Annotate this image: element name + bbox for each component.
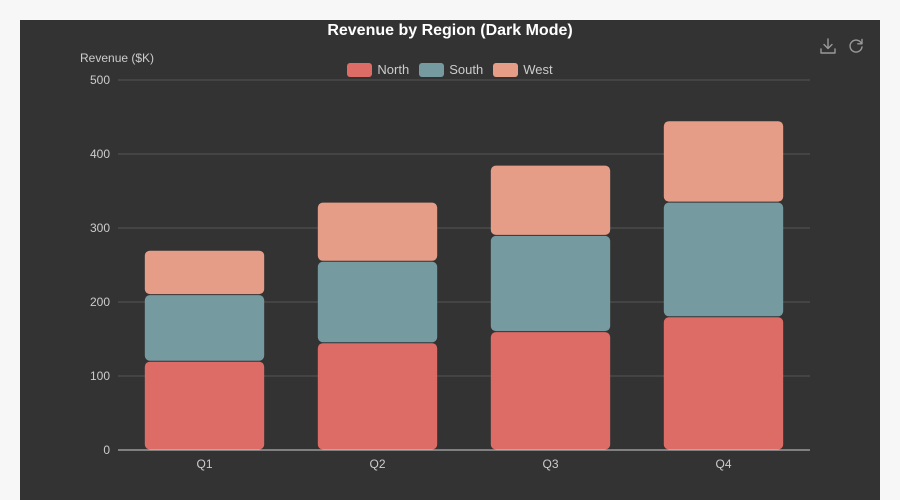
x-tick-label: Q3: [542, 457, 558, 471]
legend-label: North: [377, 62, 410, 77]
bar-west-q1[interactable]: [144, 250, 265, 295]
x-tick-label: Q1: [196, 457, 212, 471]
refresh-button[interactable]: [846, 36, 866, 56]
chart-panel: Revenue by Region (Dark Mode) North South…: [20, 20, 880, 500]
y-tick-label: 300: [90, 221, 110, 235]
chart-plot: Revenue ($K) 0 100 200 300 400 500 Q1 Q2 Q3 Q4: [80, 51, 810, 471]
y-tick-label: 500: [90, 73, 110, 87]
bar-west-q4[interactable]: [663, 121, 784, 202]
chart-legend: North South West: [20, 62, 880, 77]
legend-swatch: [419, 62, 445, 77]
x-tick-label: Q4: [715, 457, 731, 471]
x-tick-label: Q2: [369, 457, 385, 471]
y-axis-title: Revenue ($K): [80, 51, 154, 65]
legend-swatch: [347, 62, 373, 77]
bar-south-q4[interactable]: [663, 202, 784, 317]
bar-north-q1[interactable]: [144, 361, 265, 450]
legend-swatch: [493, 62, 519, 77]
bar-north-q4[interactable]: [663, 317, 784, 450]
bar-north-q2[interactable]: [317, 343, 438, 450]
refresh-icon: [849, 38, 863, 53]
bar-north-q3[interactable]: [490, 332, 611, 450]
bar-south-q3[interactable]: [490, 235, 611, 332]
legend-label: West: [523, 62, 553, 77]
y-tick-label: 400: [90, 147, 110, 161]
bar-west-q2[interactable]: [317, 202, 438, 261]
legend-item-west[interactable]: West: [493, 62, 553, 77]
chart-toolbox: [818, 36, 866, 56]
y-tick-label: 0: [103, 443, 110, 457]
download-button[interactable]: [818, 36, 838, 56]
y-tick-label: 100: [90, 369, 110, 383]
bar-west-q3[interactable]: [490, 165, 611, 235]
legend-item-north[interactable]: North: [347, 62, 409, 77]
chart-title: Revenue by Region (Dark Mode): [327, 22, 573, 39]
download-icon: [820, 38, 836, 54]
legend-label: South: [449, 62, 484, 77]
bar-south-q2[interactable]: [317, 261, 438, 343]
y-tick-label: 200: [90, 295, 110, 309]
bar-south-q1[interactable]: [144, 295, 265, 361]
legend-item-south[interactable]: South: [419, 62, 483, 77]
